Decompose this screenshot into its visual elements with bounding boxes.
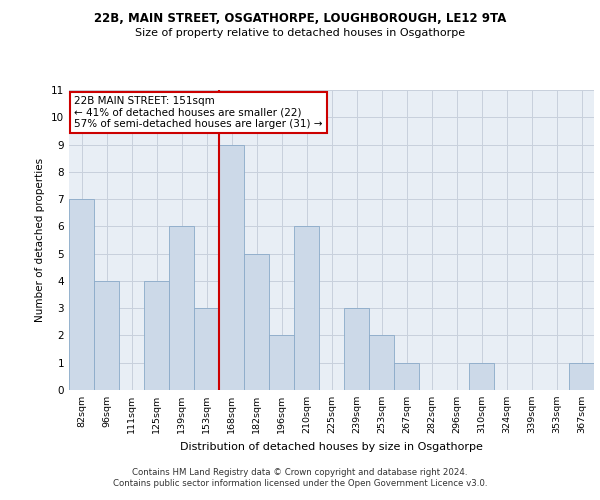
- Text: 22B, MAIN STREET, OSGATHORPE, LOUGHBOROUGH, LE12 9TA: 22B, MAIN STREET, OSGATHORPE, LOUGHBOROU…: [94, 12, 506, 26]
- Bar: [294, 226, 319, 390]
- Text: 22B MAIN STREET: 151sqm
← 41% of detached houses are smaller (22)
57% of semi-de: 22B MAIN STREET: 151sqm ← 41% of detache…: [74, 96, 323, 129]
- Bar: [244, 254, 269, 390]
- Bar: [269, 336, 294, 390]
- Bar: [69, 199, 94, 390]
- Y-axis label: Number of detached properties: Number of detached properties: [35, 158, 46, 322]
- X-axis label: Distribution of detached houses by size in Osgathorpe: Distribution of detached houses by size …: [180, 442, 483, 452]
- Text: Size of property relative to detached houses in Osgathorpe: Size of property relative to detached ho…: [135, 28, 465, 38]
- Bar: [94, 281, 119, 390]
- Bar: [144, 281, 169, 390]
- Text: Contains HM Land Registry data © Crown copyright and database right 2024.
Contai: Contains HM Land Registry data © Crown c…: [113, 468, 487, 487]
- Bar: [219, 144, 244, 390]
- Bar: [394, 362, 419, 390]
- Bar: [369, 336, 394, 390]
- Bar: [194, 308, 219, 390]
- Bar: [344, 308, 369, 390]
- Bar: [469, 362, 494, 390]
- Bar: [569, 362, 594, 390]
- Bar: [169, 226, 194, 390]
